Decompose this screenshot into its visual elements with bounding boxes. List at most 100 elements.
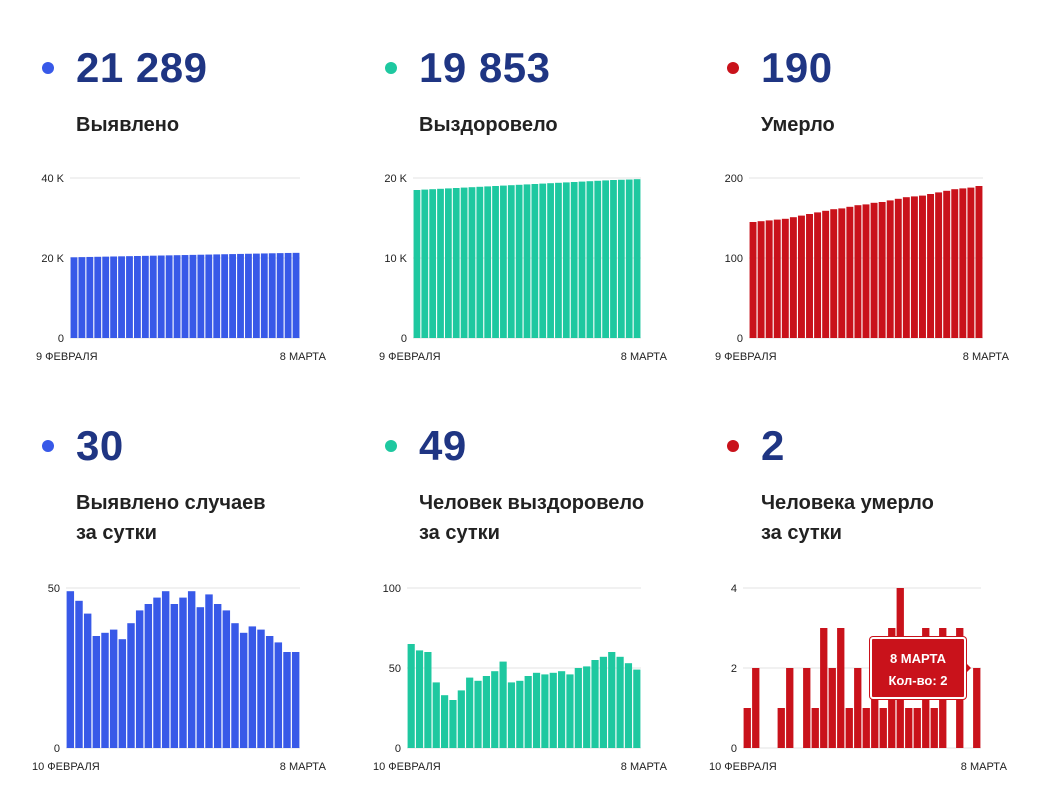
bar[interactable] <box>229 254 236 338</box>
bar[interactable] <box>248 626 257 748</box>
bar[interactable] <box>421 189 429 338</box>
bar[interactable] <box>466 677 474 748</box>
bar[interactable] <box>474 680 482 748</box>
bar[interactable] <box>231 623 239 748</box>
bar[interactable] <box>959 188 967 338</box>
bar[interactable] <box>574 668 582 748</box>
bar[interactable] <box>449 700 457 748</box>
bar[interactable] <box>532 672 541 748</box>
bar[interactable] <box>265 636 274 748</box>
bar[interactable] <box>83 613 92 748</box>
bar[interactable] <box>153 597 161 748</box>
bar[interactable] <box>886 200 894 338</box>
bar[interactable] <box>239 632 248 748</box>
bar[interactable] <box>555 182 562 338</box>
bar[interactable] <box>757 221 765 338</box>
bar[interactable] <box>854 205 862 338</box>
bar[interactable] <box>187 591 196 748</box>
bar[interactable] <box>407 644 415 748</box>
bar[interactable] <box>213 254 221 338</box>
bar[interactable] <box>274 642 283 748</box>
bar[interactable] <box>943 190 951 338</box>
bar[interactable] <box>927 194 935 338</box>
bar[interactable] <box>109 629 118 748</box>
bar[interactable] <box>482 676 490 748</box>
bar[interactable] <box>539 183 547 338</box>
bar[interactable] <box>221 254 229 338</box>
bar[interactable] <box>846 206 854 338</box>
bar[interactable] <box>237 253 244 338</box>
bar[interactable] <box>78 257 86 338</box>
bar[interactable] <box>118 639 127 748</box>
bar[interactable] <box>92 636 101 748</box>
bar[interactable] <box>820 628 828 748</box>
bar[interactable] <box>205 594 213 748</box>
bar[interactable] <box>862 204 870 338</box>
bar[interactable] <box>975 186 983 338</box>
bar[interactable] <box>222 610 231 748</box>
bar[interactable] <box>245 253 252 338</box>
bar[interactable] <box>913 708 921 748</box>
bar[interactable] <box>181 255 189 338</box>
bar[interactable] <box>837 628 845 748</box>
bar[interactable] <box>276 253 284 338</box>
bar[interactable] <box>291 652 300 748</box>
bar[interactable] <box>94 256 102 338</box>
bar[interactable] <box>878 202 886 338</box>
bar[interactable] <box>541 674 549 748</box>
bar[interactable] <box>523 184 531 338</box>
bar[interactable] <box>452 188 460 338</box>
bar[interactable] <box>910 196 918 338</box>
bar[interactable] <box>602 180 610 338</box>
bar[interactable] <box>126 256 133 338</box>
bar[interactable] <box>141 255 149 338</box>
bar[interactable] <box>789 217 797 338</box>
bar[interactable] <box>196 607 205 748</box>
bar[interactable] <box>165 255 173 338</box>
bar[interactable] <box>197 254 205 338</box>
bar[interactable] <box>616 656 624 748</box>
bar[interactable] <box>773 219 781 338</box>
bar[interactable] <box>284 252 292 338</box>
bar[interactable] <box>879 708 887 748</box>
bar[interactable] <box>624 663 633 748</box>
bar[interactable] <box>838 208 846 338</box>
bar[interactable] <box>170 604 179 748</box>
bar[interactable] <box>457 690 465 748</box>
bar[interactable] <box>854 668 862 748</box>
bar[interactable] <box>625 179 633 338</box>
bar[interactable] <box>781 218 789 338</box>
bar[interactable] <box>633 669 641 748</box>
bar[interactable] <box>424 652 432 748</box>
bar[interactable] <box>583 666 591 748</box>
bar[interactable] <box>173 255 181 338</box>
bar[interactable] <box>811 708 819 748</box>
bar[interactable] <box>803 668 811 748</box>
bar[interactable] <box>814 212 822 338</box>
bar[interactable] <box>524 676 532 748</box>
bar[interactable] <box>777 708 785 748</box>
bar[interactable] <box>292 252 300 338</box>
bar[interactable] <box>752 668 760 748</box>
bar[interactable] <box>806 214 813 338</box>
bar[interactable] <box>507 682 516 748</box>
bar[interactable] <box>547 183 554 338</box>
bar[interactable] <box>484 186 492 338</box>
bar[interactable] <box>102 256 110 338</box>
bar[interactable] <box>591 660 599 748</box>
bar[interactable] <box>149 255 157 338</box>
bar[interactable] <box>894 198 902 338</box>
bar[interactable] <box>213 604 222 748</box>
bar[interactable] <box>862 708 870 748</box>
bar[interactable] <box>570 182 578 338</box>
bar[interactable] <box>786 668 794 748</box>
bar[interactable] <box>135 610 144 748</box>
bar[interactable] <box>558 671 566 748</box>
bar[interactable] <box>476 186 484 338</box>
bar[interactable] <box>161 591 170 748</box>
bar[interactable] <box>919 195 926 338</box>
bar[interactable] <box>822 210 830 338</box>
bar[interactable] <box>205 254 213 338</box>
bar[interactable] <box>516 680 524 748</box>
bar[interactable] <box>70 257 78 338</box>
